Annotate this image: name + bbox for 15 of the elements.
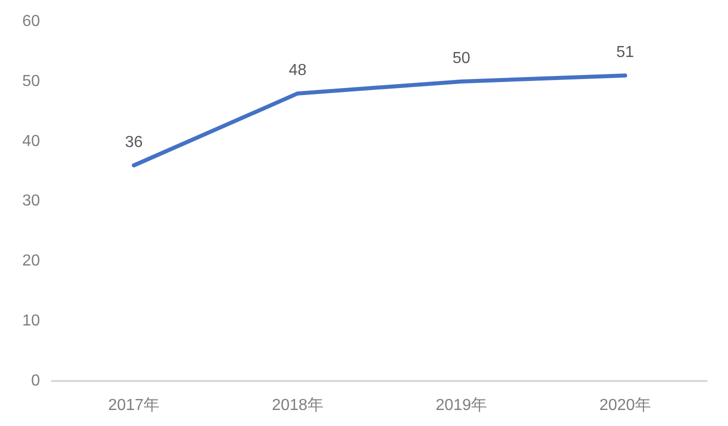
y-tick-label: 10 [22, 312, 40, 330]
x-tick-label: 2019年 [436, 397, 488, 414]
y-tick-label: 0 [31, 372, 40, 390]
y-tick-label: 20 [22, 252, 40, 270]
y-tick-label: 40 [22, 132, 40, 150]
data-label: 51 [616, 44, 634, 61]
x-tick-label: 2018年 [272, 397, 324, 414]
data-label: 36 [124, 134, 143, 151]
y-tick-label: 50 [22, 72, 40, 90]
data-label: 48 [288, 62, 307, 79]
y-tick-label: 30 [22, 192, 40, 210]
x-tick-label: 2020年 [599, 397, 651, 414]
y-tick-label: 60 [22, 13, 40, 30]
data-label: 50 [452, 50, 470, 67]
x-tick-label: 2017年 [108, 397, 160, 414]
